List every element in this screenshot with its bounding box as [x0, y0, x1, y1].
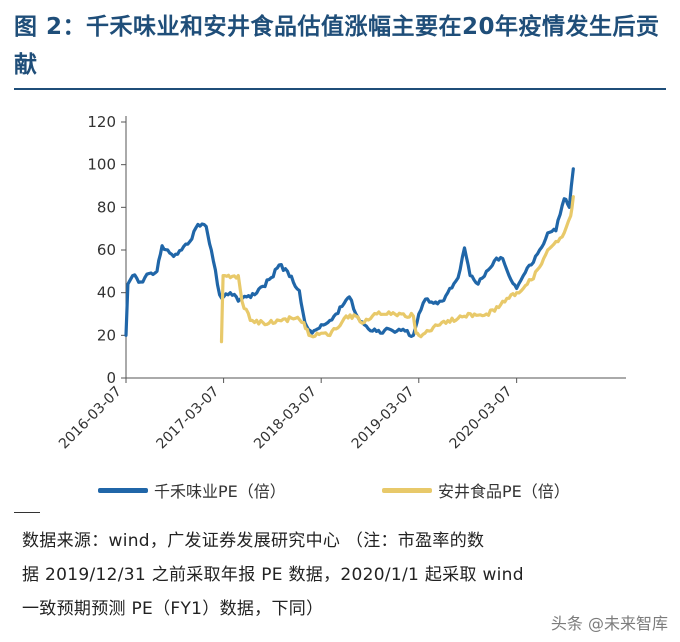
legend-item-series-2: 安井食品PE（倍） [382, 478, 570, 502]
series-line-1 [124, 167, 575, 338]
legend-swatch-series-2 [382, 487, 432, 493]
watermark: 头条 @未来智库 [550, 614, 668, 633]
source-divider [14, 512, 40, 513]
legend-label-series-1: 千禾味业PE（倍） [154, 482, 286, 501]
legend-swatch-series-1 [98, 487, 148, 493]
y-tick-label: 80 [97, 198, 116, 216]
y-tick-label: 120 [87, 113, 116, 131]
source-line-3: 一致预期预测 PE（FY1）数据，下同） [22, 599, 324, 619]
x-tick-label: 2018-03-07 [251, 384, 320, 453]
y-tick-label: 100 [87, 156, 116, 174]
x-tick-label: 2017-03-07 [154, 384, 223, 453]
x-tick-label: 2019-03-07 [349, 384, 418, 453]
chart-title: 图 2：千禾味业和安井食品估值涨幅主要在20年疫情发生后贡献 [14, 14, 660, 78]
y-tick-label: 40 [97, 284, 116, 302]
source-line-1: 数据来源：wind，广发证券发展研究中心 （注：市盈率的数 [22, 531, 485, 551]
y-tick-label: 20 [97, 326, 116, 344]
legend-item-series-1: 千禾味业PE（倍） [98, 478, 286, 502]
pe-line-chart: 0 20 40 60 80 100 120 2016-03-07 2017-03-07 2018-… [56, 113, 626, 453]
legend-label-series-2: 安井食品PE（倍） [438, 482, 570, 501]
data-source-note: 数据来源：wind，广发证券发展研究中心 （注：市盈率的数 据 2019/12/… [22, 524, 662, 626]
series-line-2 [219, 195, 575, 344]
x-tick-label: 2016-03-07 [56, 384, 125, 453]
title-underline [14, 88, 666, 90]
x-tick-label: 2020-03-07 [447, 384, 516, 453]
y-tick-label: 0 [106, 369, 116, 387]
source-line-2: 据 2019/12/31 之前采取年报 PE 数据，2020/1/1 起采取 w… [22, 565, 524, 585]
y-tick-label: 60 [97, 241, 116, 259]
